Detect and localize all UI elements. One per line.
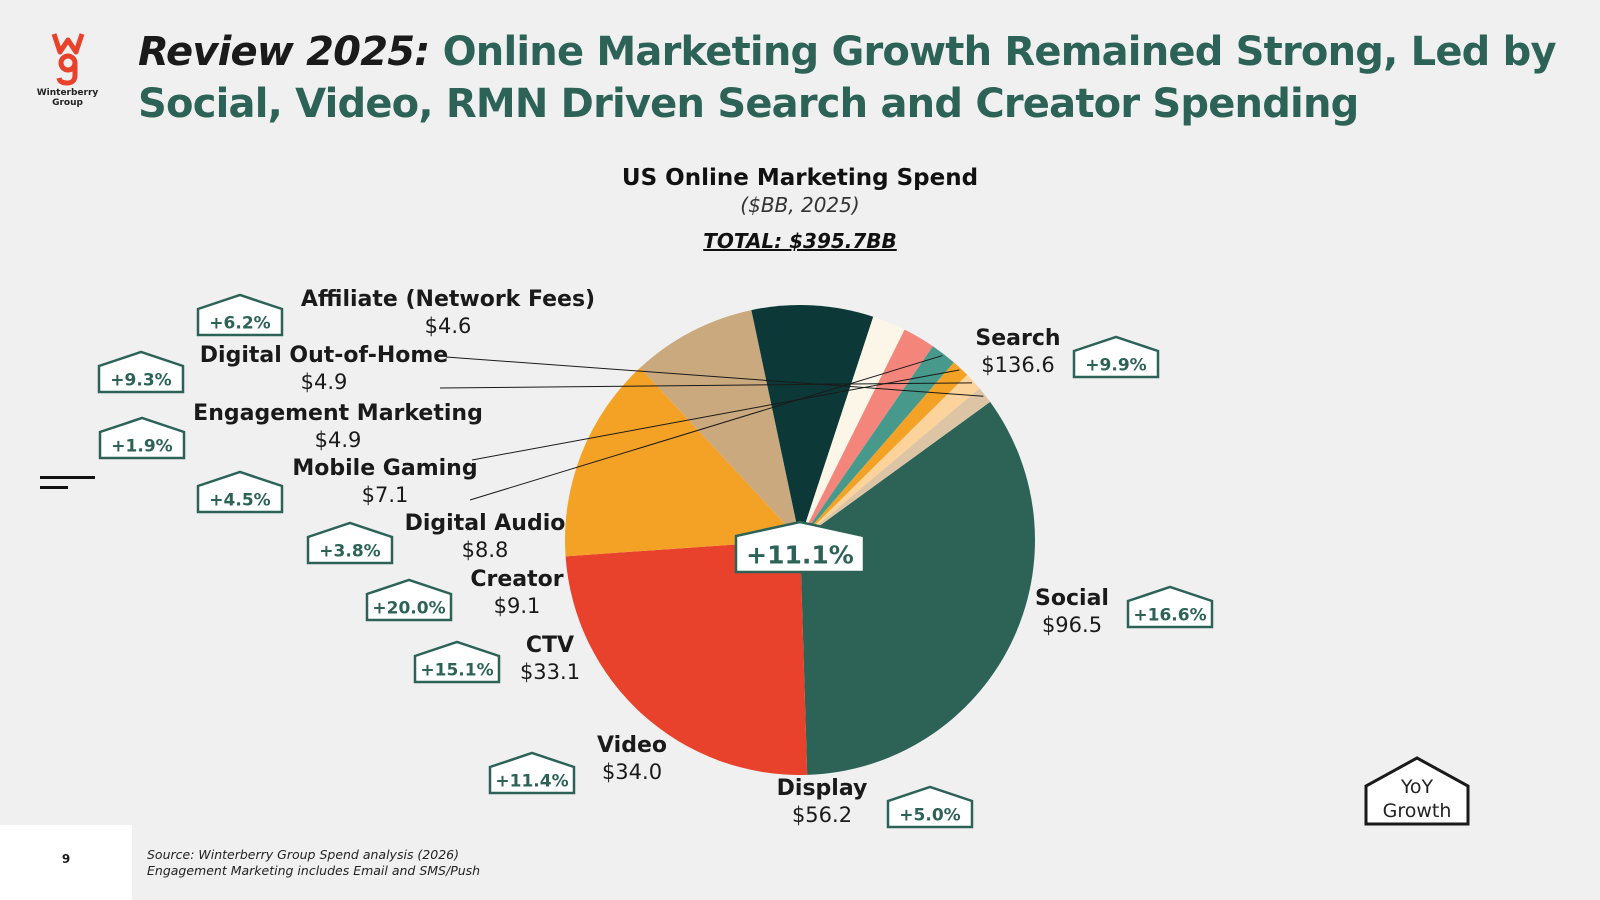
source-line-1: Source: Winterberry Group Spend analysis… xyxy=(147,847,459,862)
pie-slice-affiliate-network-fees xyxy=(800,388,991,540)
chart-subtitle: ($BB, 2025) xyxy=(740,193,860,217)
center-growth-badge: +11.1% xyxy=(734,520,866,574)
growth-badge-affiliate-network-fees-shape xyxy=(196,293,284,337)
page-number-box xyxy=(0,825,132,900)
pie-slice-ctv xyxy=(751,305,874,540)
growth-badge-creator-shape xyxy=(365,578,453,622)
growth-badge-video-text: +11.4% xyxy=(495,771,568,791)
growth-badge-digital-audio-text: +3.8% xyxy=(319,541,380,561)
leader-line-affiliate-network-fees xyxy=(445,356,984,397)
slice-value-video: $34.0 xyxy=(602,760,662,784)
growth-badge-ctv-text: +15.1% xyxy=(420,660,493,680)
slice-value-ctv: $33.1 xyxy=(520,660,580,684)
growth-badge-affiliate-network-fees-text: +6.2% xyxy=(209,313,270,333)
slice-label-affiliate-network-fees: Affiliate (Network Fees) xyxy=(301,287,595,312)
growth-badge-creator-text: +20.0% xyxy=(372,598,445,618)
center-growth-badge-shape xyxy=(734,520,866,574)
center-growth-badge-text: +11.1% xyxy=(746,541,854,570)
growth-badge-engagement-marketing: +1.9% xyxy=(98,416,186,460)
source-line-2: Engagement Marketing includes Email and … xyxy=(147,863,481,878)
growth-badge-digital-audio: +3.8% xyxy=(306,521,394,565)
slice-label-search: Search xyxy=(975,326,1060,351)
slice-value-creator: $9.1 xyxy=(494,594,541,618)
logo-mark-icon xyxy=(51,33,84,86)
growth-badge-digital-audio-shape xyxy=(306,521,394,565)
logo-text: Winterberry Group xyxy=(36,88,99,108)
growth-badge-affiliate-network-fees: +6.2% xyxy=(196,293,284,337)
winterberry-logo: Winterberry Group xyxy=(30,30,105,115)
pie-slice-mobile-gaming xyxy=(800,346,954,540)
growth-badge-social: +16.6% xyxy=(1126,585,1214,629)
pie-slice-display xyxy=(564,367,800,557)
growth-badge-social-text: +16.6% xyxy=(1133,605,1206,625)
growth-badge-video: +11.4% xyxy=(488,751,576,795)
slice-label-display: Display xyxy=(777,776,868,801)
pie-slice-search xyxy=(800,401,1035,775)
slice-label-video: Video xyxy=(597,733,667,758)
page-title: Review 2025: Online Marketing Growth Rem… xyxy=(138,26,1578,130)
growth-badge-search-shape xyxy=(1072,335,1160,379)
slice-label-digital-out-of-home: Digital Out-of-Home xyxy=(200,343,448,368)
growth-badge-digital-out-of-home-text: +9.3% xyxy=(110,370,171,390)
page-number: 9 xyxy=(61,852,71,866)
growth-badge-search: +9.9% xyxy=(1072,335,1160,379)
title-lead: Review 2025: xyxy=(138,29,430,75)
growth-badge-display-text: +5.0% xyxy=(899,805,960,825)
growth-badge-social-shape xyxy=(1126,585,1214,629)
source-note: Source: Winterberry Group Spend analysis… xyxy=(147,847,480,879)
yoy-growth-key-line-2: Growth xyxy=(1383,800,1452,822)
slice-value-digital-out-of-home: $4.9 xyxy=(301,370,348,394)
yoy-growth-key-line-1: YoY xyxy=(1400,776,1434,798)
slice-value-affiliate-network-fees: $4.6 xyxy=(425,314,472,338)
growth-badge-video-shape xyxy=(488,751,576,795)
decorative-lines xyxy=(40,476,95,496)
pie-slice-digital-out-of-home xyxy=(800,374,980,540)
growth-badge-mobile-gaming: +4.5% xyxy=(196,470,284,514)
leader-line-digital-out-of-home xyxy=(439,382,973,389)
slice-label-social: Social xyxy=(1035,586,1109,611)
growth-badge-creator: +20.0% xyxy=(365,578,453,622)
slice-value-display: $56.2 xyxy=(792,803,852,827)
slice-value-social: $96.5 xyxy=(1042,613,1102,637)
pie-slice-engagement-marketing xyxy=(800,362,968,540)
pie-slice-creator xyxy=(800,316,905,540)
leader-line-engagement-marketing xyxy=(471,369,960,461)
growth-badge-digital-out-of-home-shape xyxy=(97,350,185,394)
yoy-growth-key-shape xyxy=(1364,756,1470,826)
chart-header: US Online Marketing Spend ($BB, 2025) TO… xyxy=(580,165,1020,253)
growth-badge-display-shape xyxy=(886,785,974,829)
growth-badge-ctv-shape xyxy=(413,640,501,684)
leader-line-mobile-gaming xyxy=(469,355,943,501)
growth-badge-mobile-gaming-text: +4.5% xyxy=(209,490,270,510)
slice-value-search: $136.6 xyxy=(981,353,1054,377)
growth-badge-digital-out-of-home: +9.3% xyxy=(97,350,185,394)
chart-title: US Online Marketing Spend xyxy=(621,165,979,191)
slice-label-mobile-gaming: Mobile Gaming xyxy=(292,456,477,481)
slice-label-digital-audio: Digital Audio xyxy=(405,511,566,536)
growth-badge-display: +5.0% xyxy=(886,785,974,829)
growth-badge-search-text: +9.9% xyxy=(1085,355,1146,375)
slice-value-digital-audio: $8.8 xyxy=(462,538,509,562)
pie-slice-digital-audio xyxy=(800,329,933,540)
slice-label-creator: Creator xyxy=(470,567,563,592)
slice-label-engagement-marketing: Engagement Marketing xyxy=(193,401,483,426)
slice-label-ctv: CTV xyxy=(526,633,574,658)
growth-badge-engagement-marketing-shape xyxy=(98,416,186,460)
growth-badge-engagement-marketing-text: +1.9% xyxy=(111,436,172,456)
chart-total: TOTAL: $395.7BB xyxy=(703,229,897,253)
growth-badge-ctv: +15.1% xyxy=(413,640,501,684)
title-rest: Online Marketing Growth Remained Strong,… xyxy=(138,29,1557,127)
slice-value-mobile-gaming: $7.1 xyxy=(362,483,409,507)
pie-slice-video xyxy=(640,310,800,540)
slice-value-engagement-marketing: $4.9 xyxy=(315,428,362,452)
growth-badge-mobile-gaming-shape xyxy=(196,470,284,514)
pie-slice-social xyxy=(565,540,808,775)
